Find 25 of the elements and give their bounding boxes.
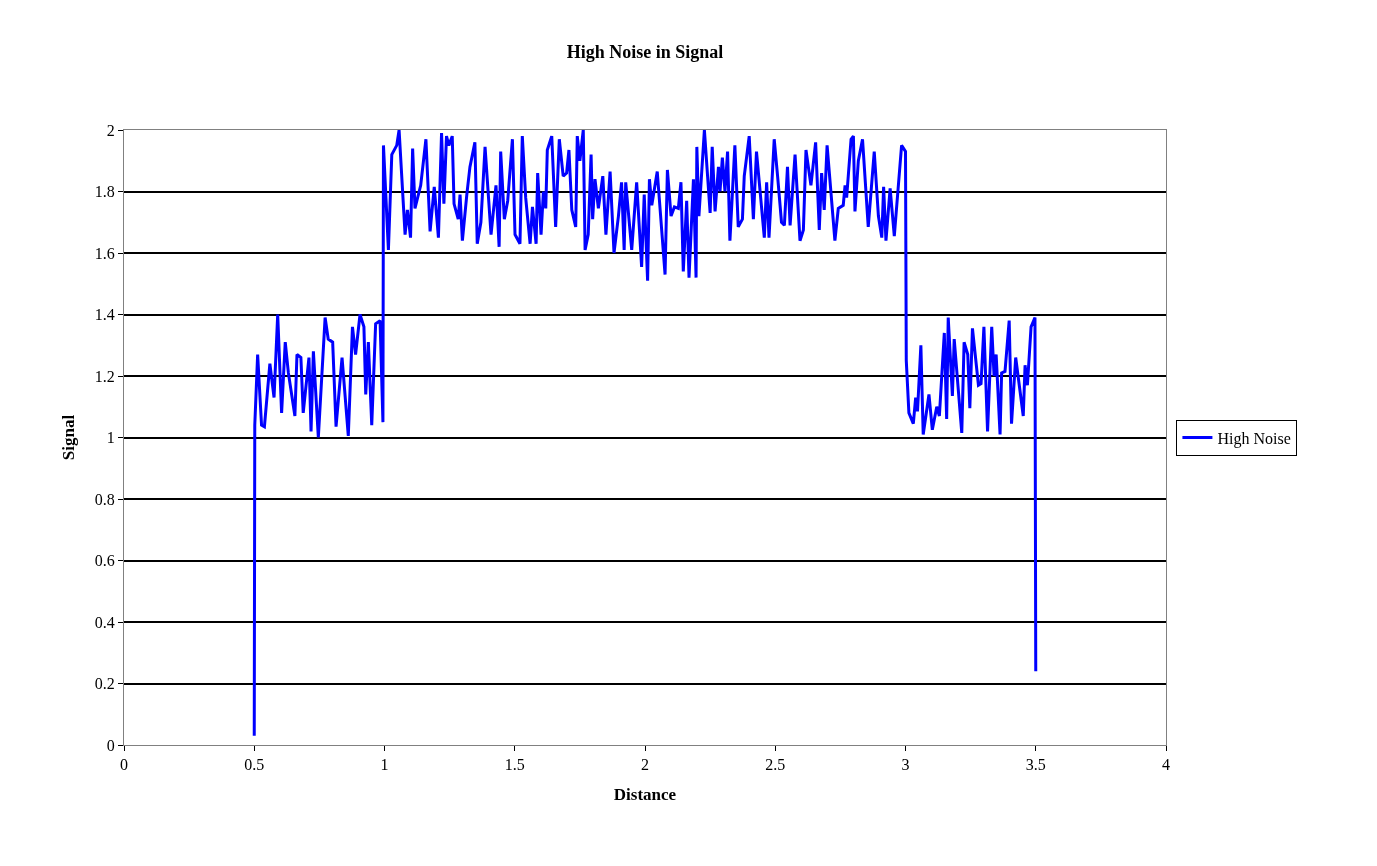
y-axis-title: Signal bbox=[59, 414, 79, 461]
y-tick-label: 0.8 bbox=[94, 490, 115, 508]
y-tick-label: 1.4 bbox=[94, 306, 115, 324]
y-tick-label: 1.8 bbox=[94, 183, 115, 201]
x-tick-label: 0 bbox=[120, 756, 128, 774]
x-axis-title: Distance bbox=[613, 784, 677, 804]
x-tick-label: 2.5 bbox=[765, 756, 786, 774]
y-tick-label: 0.4 bbox=[94, 613, 115, 631]
line-series bbox=[252, 130, 1038, 738]
x-tick-label: 3.5 bbox=[1025, 756, 1046, 774]
x-tick-label: 0.5 bbox=[244, 756, 265, 774]
y-tick-label: 1.2 bbox=[94, 367, 115, 385]
y-tick-label: 0.2 bbox=[94, 675, 115, 693]
x-tick-label: 1.5 bbox=[504, 756, 525, 774]
y-tick-label: 1.6 bbox=[94, 244, 115, 262]
legend-label: High Noise bbox=[1217, 429, 1291, 448]
y-tick-label: 0 bbox=[106, 736, 115, 754]
x-tick-label: 2 bbox=[641, 756, 649, 774]
y-tick-label: 1 bbox=[106, 429, 115, 447]
x-tick-label: 1 bbox=[380, 756, 389, 774]
y-tick-label: 2 bbox=[106, 121, 115, 139]
x-tick-label: 4 bbox=[1162, 756, 1170, 774]
y-tick-label: 0.6 bbox=[94, 552, 115, 570]
x-tick-label: 3 bbox=[901, 756, 910, 774]
chart-title: High Noise in Signal bbox=[566, 42, 724, 63]
